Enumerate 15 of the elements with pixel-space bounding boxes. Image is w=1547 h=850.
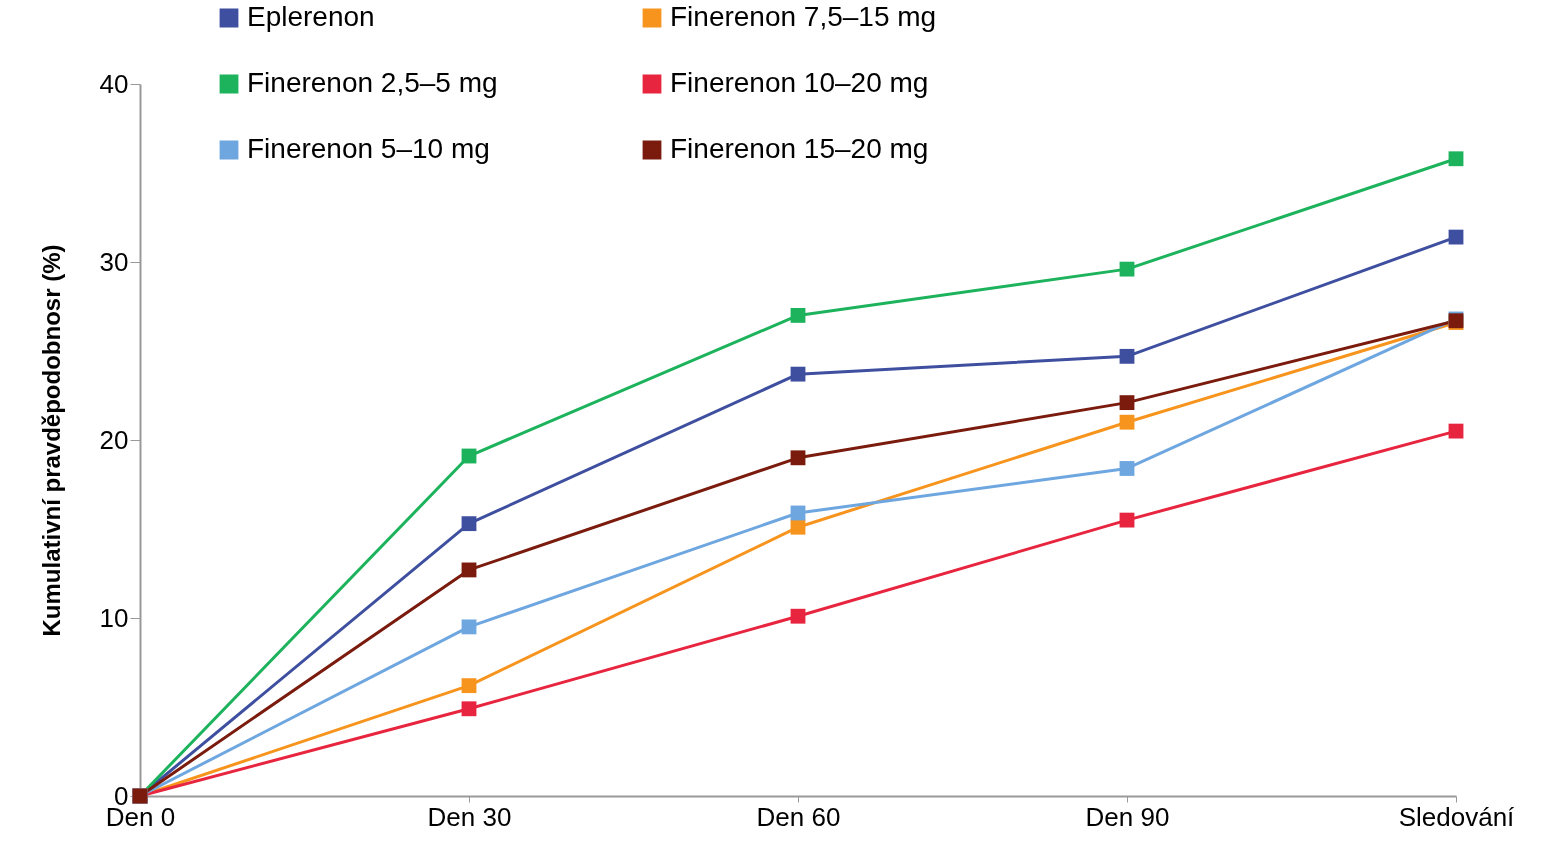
x-tick-label: Den 60 [756,801,841,832]
legend-label: Finerenon 10–20 mg [670,67,929,98]
y-tick-label: 20 [99,424,129,455]
y-axis-title: Kumulativní pravděpodobnosr (%) [37,244,65,637]
y-tick-label: 30 [99,246,129,277]
y-tick-label: 40 [99,68,129,99]
y-tick-label: 10 [99,602,129,633]
legend-label: Finerenon 15–20 mg [670,133,929,164]
legend-label: Finerenon 2,5–5 mg [247,67,498,98]
legend-label: Eplerenon [247,1,375,32]
x-tick-label: Den 30 [427,801,512,832]
legend-label: Finerenon 5–10 mg [247,133,490,164]
legend-label: Finerenon 7,5–15 mg [670,1,937,32]
x-tick-label: Sledování [1398,801,1516,832]
x-tick-label: Den 90 [1085,801,1170,832]
